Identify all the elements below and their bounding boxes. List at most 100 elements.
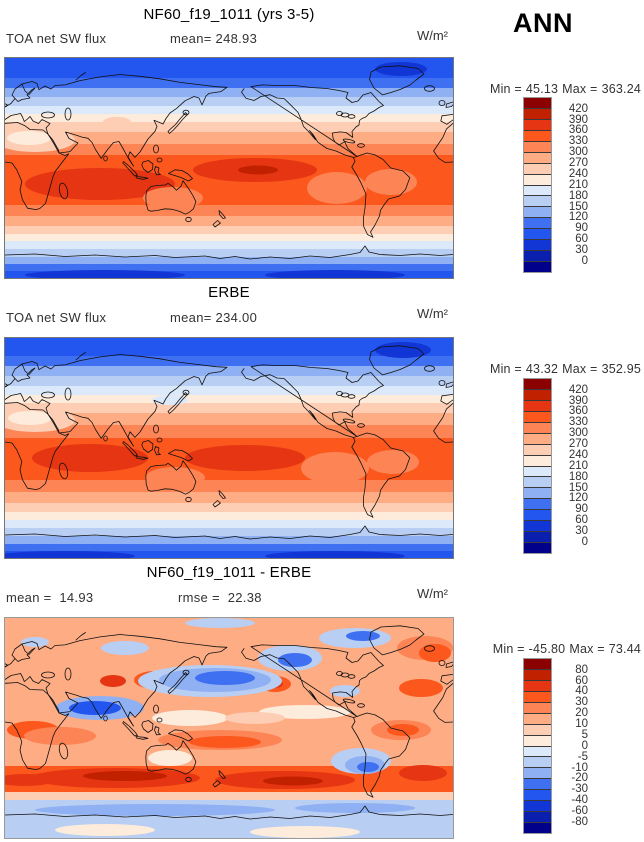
colorbar-tick-label: -10 [571, 761, 588, 774]
colorbar-cell [524, 465, 551, 477]
colorbar-cell [524, 443, 551, 455]
colorbar-cell [524, 811, 551, 823]
season-label: ANN [513, 8, 573, 38]
colorbar-cell [524, 734, 551, 746]
panel1-map-svg [5, 58, 453, 278]
panel2-mean-value: 234.00 [215, 310, 258, 325]
colorbar-tick-label: 30 [575, 525, 588, 538]
colorbar-cell [524, 542, 551, 553]
colorbar-cell [524, 162, 551, 174]
colorbar-tick-label: 300 [568, 427, 588, 440]
colorbar-tick-label: -30 [571, 783, 588, 796]
panel1-max-value: 363.24 [601, 82, 641, 96]
panel3-colorbar: 80 60 40 30 20 10 5 0 -5 -10 -20 -30 -40 -60 -80 [523, 658, 588, 834]
colorbar-tick-label: 420 [568, 383, 588, 396]
colorbar-cell [524, 487, 551, 499]
colorbar-tick-label: 150 [568, 481, 588, 494]
panel3-contour-field [5, 618, 453, 838]
colorbar-tick-label: 60 [575, 674, 588, 687]
panel3-title: NF60_f19_1011 - ERBE [146, 564, 312, 581]
colorbar-tick-label: 90 [575, 222, 588, 235]
colorbar-cell [524, 410, 551, 422]
colorbar-cell [524, 723, 551, 735]
colorbar-tick-label: 330 [568, 416, 588, 429]
colorbar-tick-label: 120 [568, 211, 588, 224]
colorbar-tick-label: -20 [571, 772, 588, 785]
colorbar-tick-label: 360 [568, 124, 588, 137]
panel1-contour-field [5, 58, 453, 278]
panel2-colorbar: 420 390 360 330 300 270 240 210 180 150 120 90 60 30 0 [523, 378, 588, 554]
panel2-min-value: 43.32 [525, 362, 559, 376]
colorbar-tick-label: 240 [568, 167, 588, 180]
panel1-max-label: Max = [562, 82, 598, 96]
panel2-min-label: Min = [489, 362, 522, 376]
colorbar-cell [524, 388, 551, 400]
colorbar-cell [524, 520, 551, 532]
panel3-mean: mean = 14.93 [6, 590, 93, 605]
panel1-units: W/m² [416, 28, 448, 43]
colorbar-cell [524, 767, 551, 779]
panel3-rmse: rmse = 22.38 [178, 590, 262, 605]
colorbar-tick-label: 180 [568, 470, 588, 483]
colorbar-tick-label: 20 [575, 707, 588, 720]
panel3-rmse-value: 22.38 [227, 590, 262, 605]
panel2-contour-field [5, 338, 453, 558]
colorbar-cell [524, 421, 551, 433]
colorbar-cell [524, 509, 551, 521]
colorbar-cell [524, 217, 551, 229]
panel3-map [4, 617, 454, 839]
colorbar-cell [524, 239, 551, 251]
colorbar-cell [524, 679, 551, 691]
panel1-min-label: Min = [489, 82, 522, 96]
colorbar-tick-label: 420 [568, 102, 588, 115]
panel3-minmax: Min = -45.80 Max = 73.44 [474, 628, 641, 670]
colorbar-cell [524, 531, 551, 543]
panel1-minmax: Min = 45.13 Max = 363.24 [471, 68, 641, 110]
panel1-mean: mean= 248.93 [170, 31, 257, 46]
colorbar-cell [524, 399, 551, 411]
colorbar-tick-label: 10 [575, 718, 588, 731]
panel3-map-svg [5, 618, 453, 838]
panel1-title: NF60_f19_1011 (yrs 3-5) [143, 6, 315, 23]
colorbar-cell [524, 476, 551, 488]
colorbar-cell [524, 206, 551, 218]
colorbar-cell [524, 822, 551, 833]
colorbar-tick-label: 240 [568, 448, 588, 461]
colorbar-cell [524, 690, 551, 702]
colorbar-tick-label: 60 [575, 233, 588, 246]
colorbar-cell [524, 118, 551, 130]
panel2-mean-label: mean= [170, 310, 212, 325]
colorbar-cell [524, 712, 551, 724]
panel1-colorbar: 420 390 360 330 300 270 240 210 180 150 120 90 60 30 0 [523, 97, 588, 273]
colorbar-cell [524, 261, 551, 272]
colorbar-cell [524, 129, 551, 141]
colorbar-tick-label: 60 [575, 514, 588, 527]
colorbar-cell [524, 745, 551, 757]
colorbar-tick-label: 180 [568, 189, 588, 202]
colorbar-cell [524, 379, 551, 389]
colorbar-cell [524, 173, 551, 185]
colorbar-tick-label: -60 [571, 805, 588, 818]
colorbar-tick-label: 40 [575, 685, 588, 698]
colorbar-tick-label: 5 [581, 728, 588, 741]
panel2-units: W/m² [416, 306, 448, 321]
colorbar-tick-label: -5 [577, 750, 588, 763]
colorbar-tick-label: -40 [571, 794, 588, 807]
panel2-variable-label: TOA net SW flux [6, 310, 107, 325]
colorbar-cell [524, 498, 551, 510]
colorbar-cell [524, 659, 551, 669]
panel1-map [4, 57, 454, 279]
colorbar-cell [524, 789, 551, 801]
colorbar-tick-label: 90 [575, 503, 588, 516]
colorbar-tick-label: 80 [575, 663, 588, 676]
colorbar-tick-label: 210 [568, 178, 588, 191]
colorbar-tick-label: 270 [568, 438, 588, 451]
panel1-mean-label: mean= [170, 31, 212, 46]
panel1-mean-value: 248.93 [215, 31, 258, 46]
panel3-max-label: Max = [569, 642, 605, 656]
panel1-min-value: 45.13 [525, 82, 559, 96]
colorbar-cell [524, 107, 551, 119]
colorbar-cell [524, 195, 551, 207]
colorbar-tick-label: 390 [568, 113, 588, 126]
